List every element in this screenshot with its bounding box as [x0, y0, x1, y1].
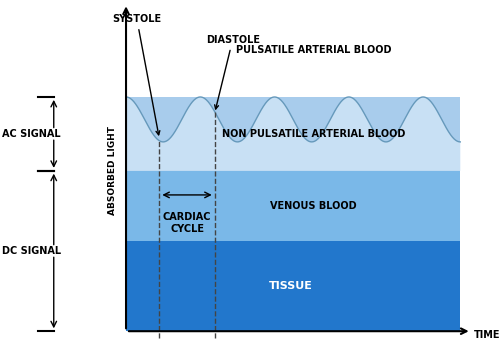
Text: SYSTOLE: SYSTOLE — [112, 14, 162, 135]
Polygon shape — [126, 97, 460, 171]
Polygon shape — [126, 241, 460, 331]
Text: PULSATILE ARTERIAL BLOOD: PULSATILE ARTERIAL BLOOD — [236, 45, 391, 55]
Polygon shape — [126, 97, 460, 171]
Polygon shape — [126, 171, 460, 242]
Text: DC SIGNAL: DC SIGNAL — [2, 246, 60, 256]
Text: AC SIGNAL: AC SIGNAL — [2, 129, 60, 139]
Text: VENOUS BLOOD: VENOUS BLOOD — [270, 201, 357, 211]
Text: ABSORBED LIGHT: ABSORBED LIGHT — [108, 126, 117, 215]
Text: NON PULSATILE ARTERIAL BLOOD: NON PULSATILE ARTERIAL BLOOD — [222, 129, 405, 139]
Text: TISSUE: TISSUE — [269, 281, 313, 291]
Text: DIASTOLE: DIASTOLE — [206, 35, 260, 109]
Text: TIME: TIME — [474, 330, 500, 339]
Text: CARDIAC
CYCLE: CARDIAC CYCLE — [163, 212, 212, 234]
